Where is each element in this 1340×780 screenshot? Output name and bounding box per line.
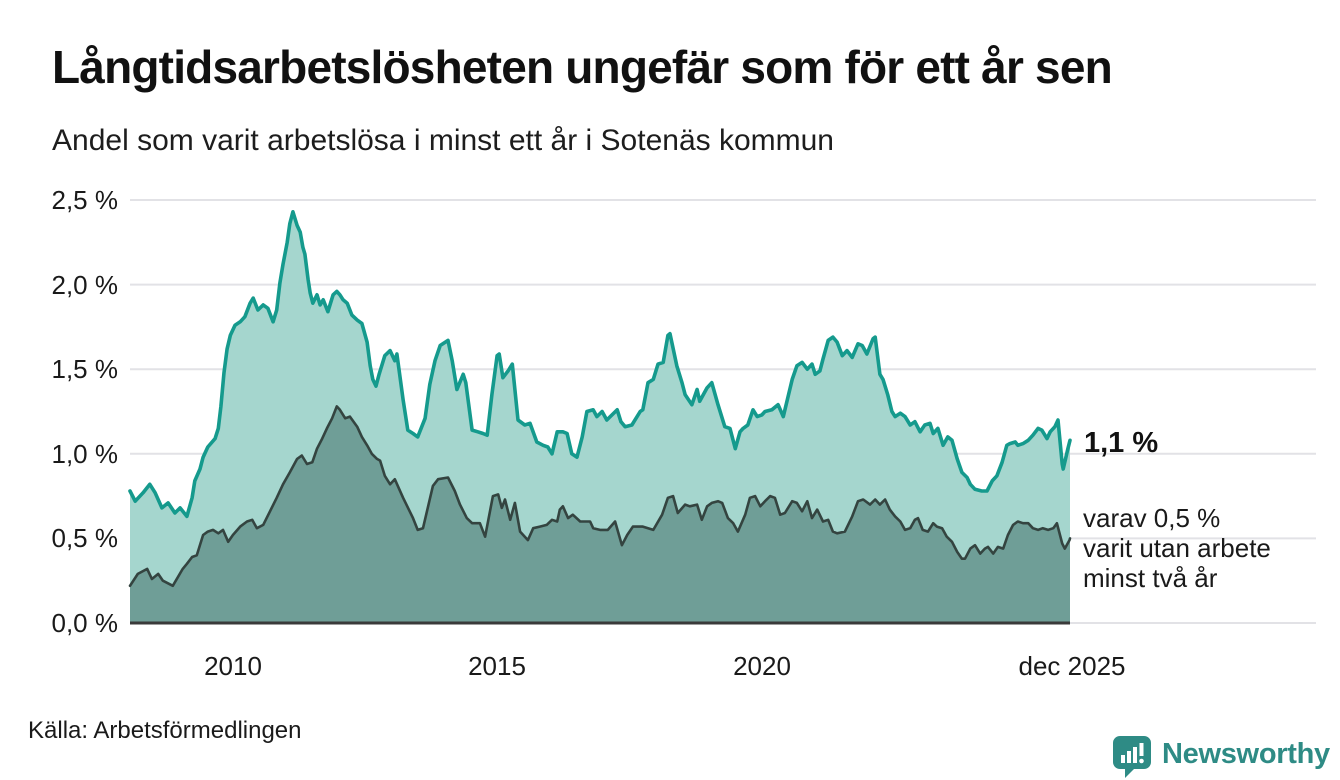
y-tick-2-0: 2,0 % bbox=[51, 270, 119, 300]
newsworthy-logo: Newsworthy bbox=[1112, 735, 1330, 779]
y-tick-1-0: 1,0 % bbox=[51, 439, 119, 469]
y-tick-1-5: 1,5 % bbox=[51, 354, 119, 384]
y-tick-2-5: 2,5 % bbox=[51, 185, 119, 215]
y-tick-0-5: 0,5 % bbox=[51, 523, 119, 553]
y-tick-0-0: 0,0 % bbox=[51, 608, 119, 638]
two-year-note: varav 0,5 % varit utan arbete minst två … bbox=[1083, 503, 1271, 593]
two-year-note-line-1: varav 0,5 % bbox=[1083, 503, 1221, 533]
two-year-note-line-2: varit utan arbete bbox=[1083, 533, 1271, 563]
x-tick-2015: 2015 bbox=[468, 651, 526, 681]
two-year-note-line-3: minst två år bbox=[1083, 563, 1218, 593]
x-tick-2010: 2010 bbox=[204, 651, 262, 681]
source-note: Källa: Arbetsförmedlingen bbox=[28, 717, 302, 744]
page-subtitle: Andel som varit arbetslösa i minst ett å… bbox=[52, 124, 834, 157]
newsworthy-bubble-chart-icon bbox=[1113, 736, 1151, 778]
newsworthy-logo-text: Newsworthy bbox=[1162, 738, 1330, 770]
page-title: Långtidsarbetslösheten ungefär som för e… bbox=[52, 41, 1113, 93]
line-total-one-year bbox=[128, 210, 1072, 519]
line-two-plus-years bbox=[128, 405, 1072, 588]
x-tick-dec-2025: dec 2025 bbox=[1018, 651, 1126, 681]
x-tick-2020: 2020 bbox=[733, 651, 791, 681]
latest-value-label: 1,1 % bbox=[1084, 427, 1159, 459]
area-two-plus-years bbox=[130, 406, 1070, 623]
